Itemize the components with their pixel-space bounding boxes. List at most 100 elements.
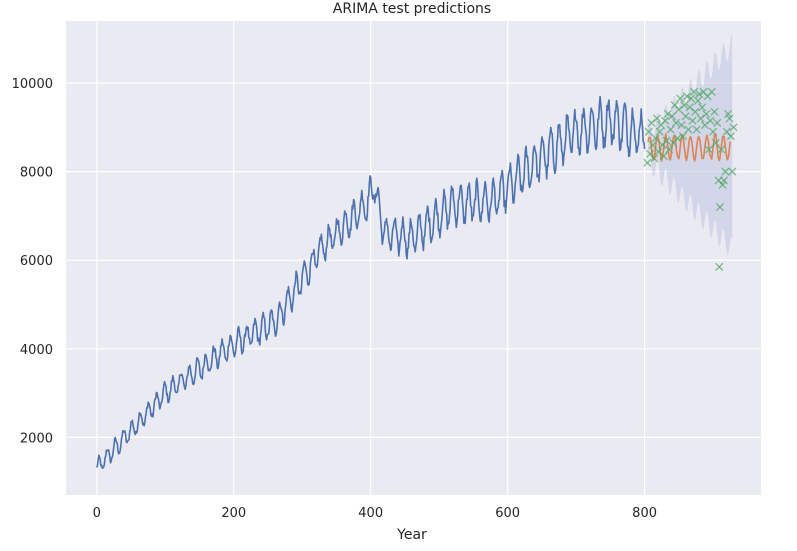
x-tick-label: 0 bbox=[93, 506, 101, 521]
test-point-marker bbox=[688, 116, 697, 125]
marker-stroke bbox=[715, 262, 724, 271]
marker-stroke bbox=[682, 92, 692, 101]
test-point-marker bbox=[693, 96, 703, 105]
test-point-marker bbox=[648, 140, 657, 150]
marker-stroke bbox=[684, 125, 693, 134]
test-point-marker bbox=[729, 123, 738, 132]
history-series-line bbox=[96, 95, 646, 470]
marker-stroke bbox=[655, 127, 664, 136]
test-point-marker bbox=[647, 118, 656, 127]
test-point-marker bbox=[689, 87, 698, 96]
test-point-marker bbox=[651, 134, 660, 143]
test-point-marker bbox=[726, 132, 735, 141]
marker-stroke bbox=[713, 118, 722, 127]
marker-stroke bbox=[678, 132, 688, 141]
marker-stroke bbox=[677, 121, 686, 130]
marker-stroke bbox=[673, 134, 682, 143]
marker-stroke bbox=[659, 152, 668, 161]
marker-stroke bbox=[700, 121, 709, 130]
marker-stroke bbox=[707, 87, 716, 96]
marker-stroke bbox=[692, 125, 701, 134]
marker-stroke bbox=[648, 140, 657, 150]
test-point-marker bbox=[667, 112, 677, 121]
marker-stroke bbox=[696, 114, 705, 123]
marker-stroke bbox=[719, 176, 729, 185]
marker-stroke bbox=[670, 101, 679, 110]
test-point-marker bbox=[652, 114, 662, 123]
marker-stroke bbox=[706, 116, 715, 125]
test-point-marker bbox=[661, 116, 670, 125]
marker-stroke bbox=[676, 94, 685, 103]
marker-stroke bbox=[674, 105, 683, 114]
test-point-marker bbox=[650, 154, 659, 163]
test-point-marker bbox=[687, 94, 696, 103]
test-point-marker bbox=[685, 103, 694, 112]
marker-stroke bbox=[665, 145, 674, 154]
test-point-marker bbox=[644, 127, 653, 136]
test-point-marker bbox=[654, 147, 663, 156]
marker-stroke bbox=[724, 109, 733, 119]
test-point-marker bbox=[681, 112, 690, 121]
marker-stroke bbox=[708, 127, 718, 136]
test-point-marker bbox=[704, 145, 714, 154]
marker-stroke bbox=[726, 132, 735, 141]
plot-background bbox=[66, 21, 761, 495]
y-tick-label: 8000 bbox=[20, 166, 53, 181]
test-point-marker bbox=[724, 109, 733, 119]
test-point-marker bbox=[710, 107, 719, 116]
marker-stroke bbox=[695, 89, 704, 99]
marker-stroke bbox=[688, 116, 697, 125]
test-point-marker bbox=[692, 125, 701, 134]
marker-stroke bbox=[671, 118, 681, 127]
test-point-marker bbox=[663, 109, 672, 119]
tick-labels: 0 200 400 600 800 2000 4000 6000 8000 10000 bbox=[12, 77, 657, 521]
test-point-marker bbox=[715, 262, 724, 271]
x-tick-label: 600 bbox=[495, 506, 520, 521]
marker-stroke bbox=[721, 167, 730, 176]
test-point-marker bbox=[678, 132, 688, 141]
marker-stroke bbox=[667, 112, 677, 121]
marker-stroke bbox=[647, 118, 656, 127]
marker-stroke bbox=[728, 167, 737, 176]
marker-stroke bbox=[652, 114, 662, 123]
test-point-marker bbox=[711, 138, 720, 147]
grid bbox=[66, 21, 761, 495]
test-point-marker bbox=[680, 101, 689, 110]
marker-stroke bbox=[661, 116, 670, 125]
marker-stroke bbox=[666, 125, 675, 134]
chart-title: ARIMA test predictions bbox=[333, 1, 491, 17]
test-point-marker bbox=[671, 118, 681, 127]
confidence-band-layer bbox=[648, 35, 733, 256]
test-point-marker bbox=[643, 158, 652, 167]
test-point-marker bbox=[665, 145, 674, 154]
test-point-marker bbox=[655, 127, 664, 136]
marker-stroke bbox=[643, 158, 652, 167]
marker-stroke bbox=[651, 134, 660, 143]
marker-stroke bbox=[645, 149, 655, 158]
test-point-marker bbox=[674, 105, 683, 114]
test-point-marker bbox=[718, 180, 727, 190]
marker-stroke bbox=[654, 147, 663, 156]
confidence-band bbox=[648, 35, 733, 256]
marker-stroke bbox=[680, 101, 689, 110]
marker-stroke bbox=[725, 114, 734, 123]
marker-stroke bbox=[663, 109, 672, 119]
test-point-marker bbox=[713, 118, 722, 127]
marker-stroke bbox=[689, 87, 698, 96]
marker-stroke bbox=[715, 202, 725, 212]
test-point-marker bbox=[721, 167, 730, 176]
test-point-marker bbox=[728, 167, 737, 176]
marker-stroke bbox=[702, 109, 711, 119]
marker-stroke bbox=[729, 123, 738, 132]
y-tick-label: 4000 bbox=[20, 343, 53, 358]
test-point-marker bbox=[695, 89, 704, 99]
test-point-marker bbox=[696, 114, 705, 123]
marker-stroke bbox=[662, 136, 671, 145]
test-point-marker bbox=[682, 92, 692, 101]
marker-stroke bbox=[693, 96, 703, 105]
marker-stroke bbox=[711, 138, 720, 147]
test-point-marker bbox=[719, 176, 729, 185]
test-markers-layer bbox=[643, 87, 738, 271]
series-layer bbox=[96, 95, 731, 470]
